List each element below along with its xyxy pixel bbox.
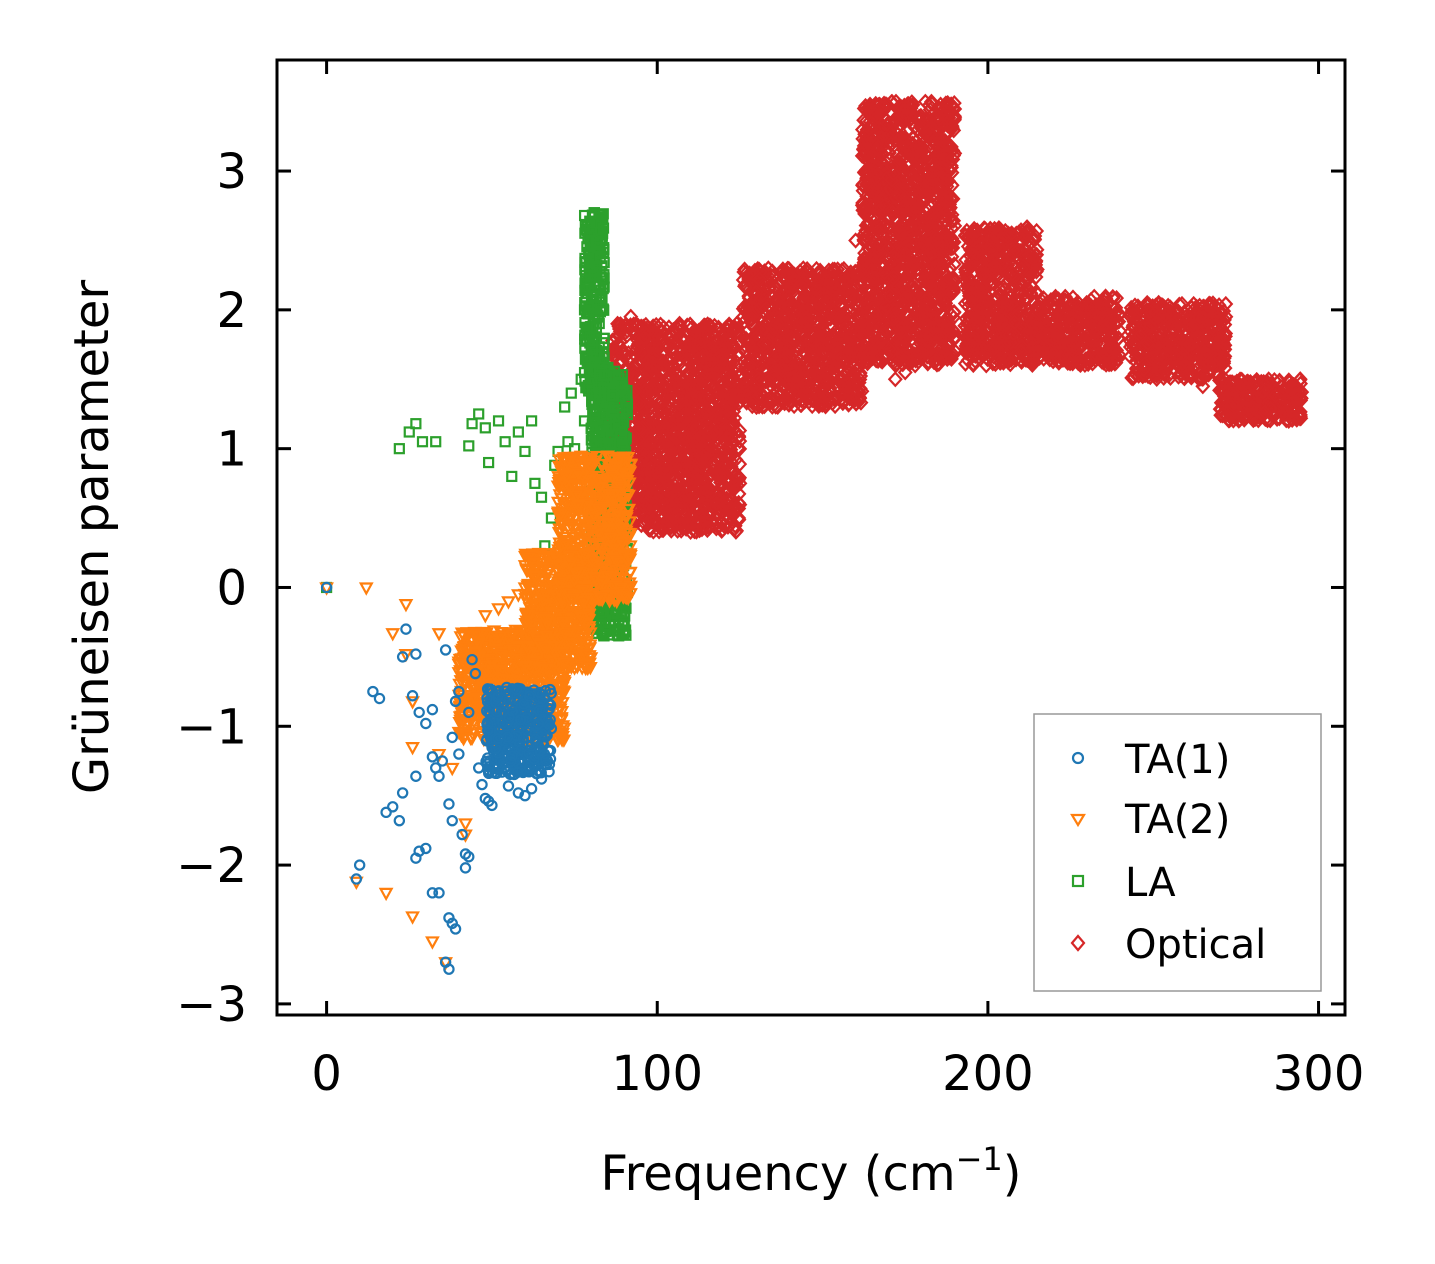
plot-marks <box>319 93 1310 975</box>
series-optical <box>583 93 1310 540</box>
data-point-dense <box>656 319 672 336</box>
data-point-dense <box>731 485 747 503</box>
data-point-dense <box>683 490 699 507</box>
